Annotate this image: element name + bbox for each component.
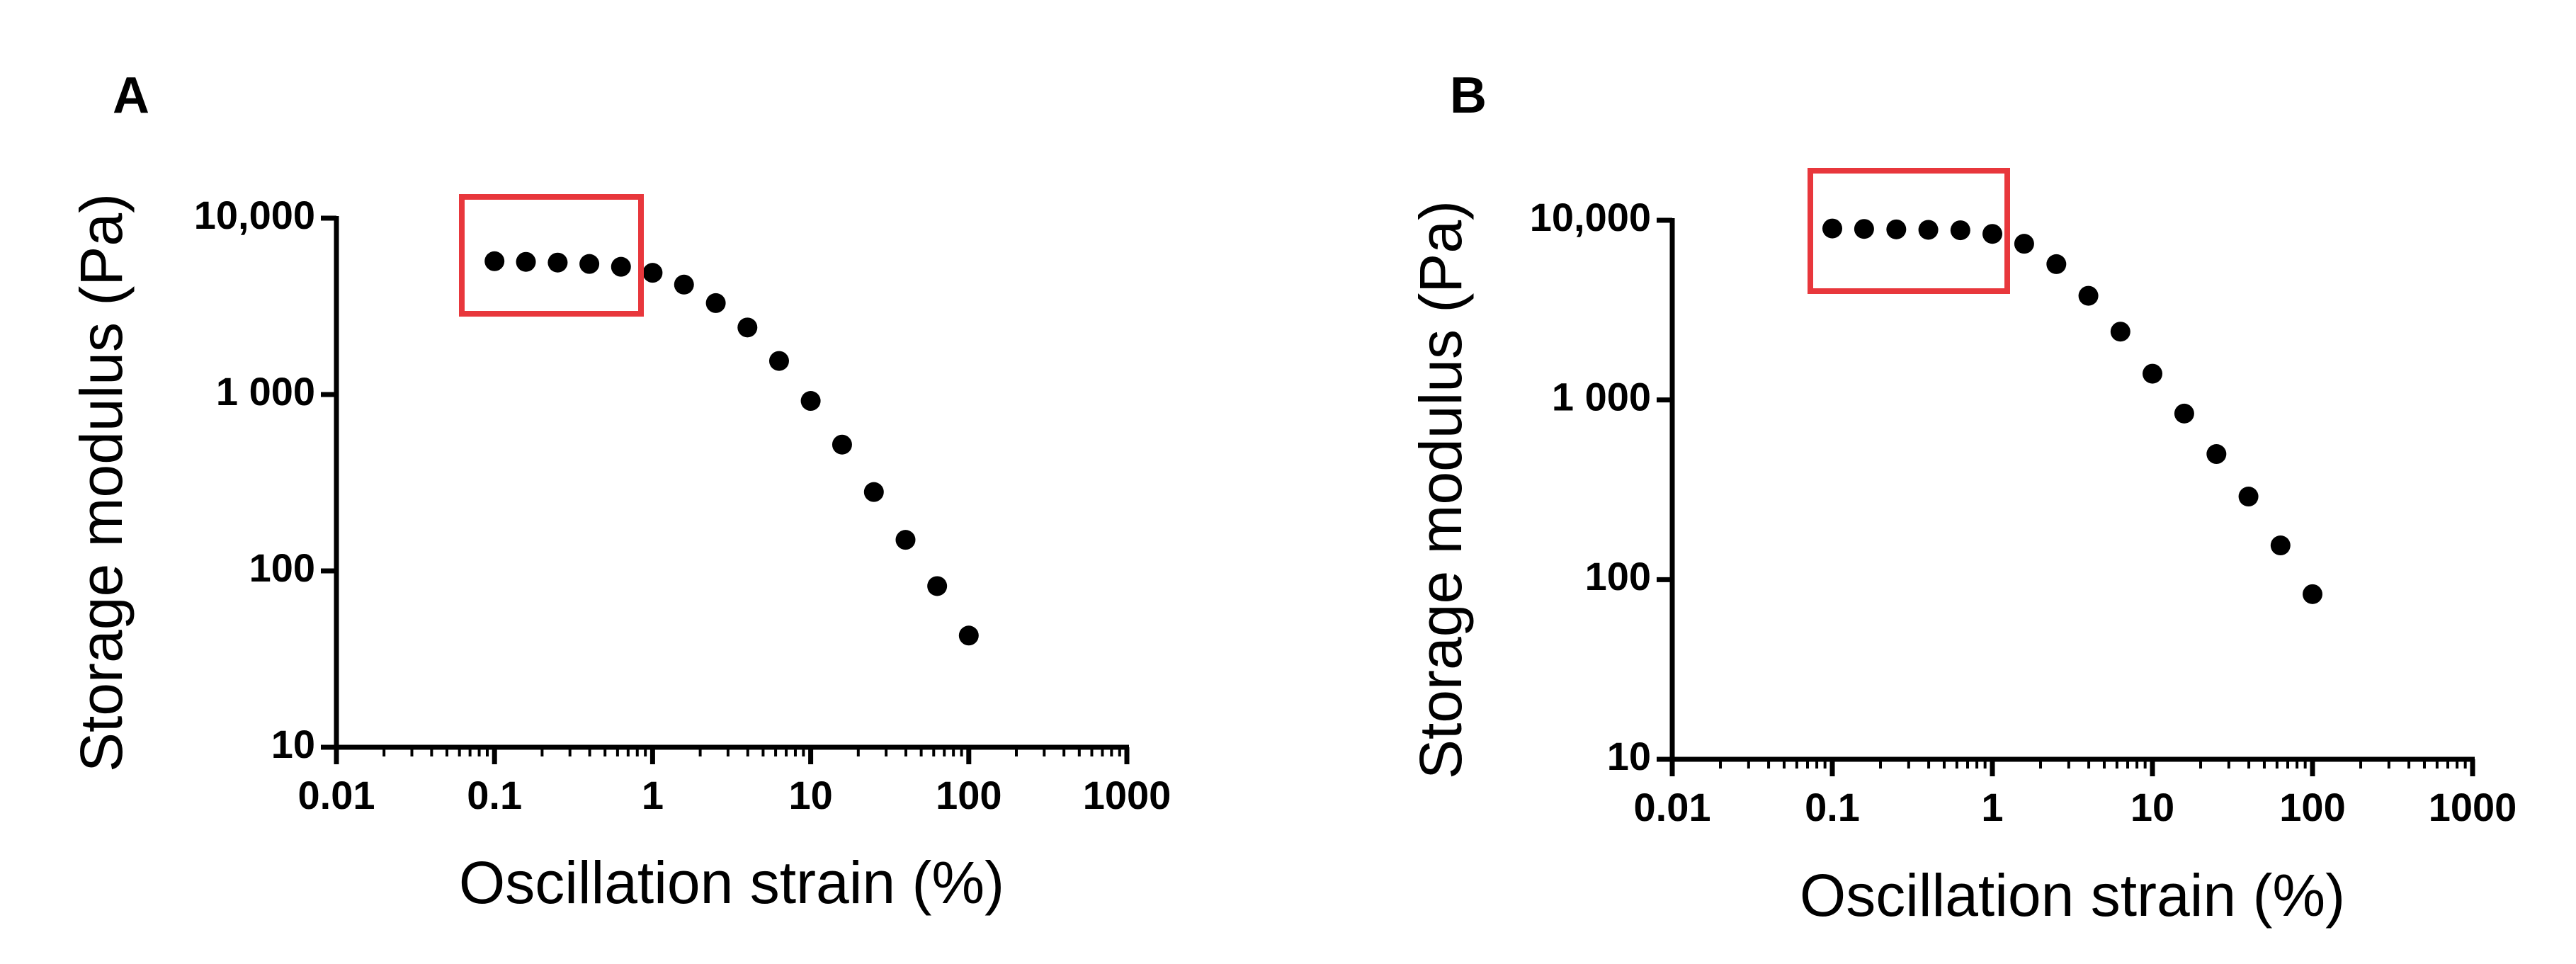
x-axis-label: Oscillation strain (%) [1800,862,2345,929]
data-point [2110,322,2130,342]
data-point [958,625,979,646]
data-point [2143,363,2162,384]
data-point [2238,487,2259,507]
data-point [1950,220,1970,241]
data-point [927,576,948,596]
y-axis-label: Storage modulus (Pa) [1407,200,1474,779]
panel-label: A [113,67,149,124]
data-point [2206,444,2227,465]
data-point [863,482,884,502]
data-point [1886,219,1907,239]
y-tick-label: 10,000 [194,193,315,237]
data-point [1918,220,1939,240]
data-point [674,274,694,295]
data-point [642,263,663,283]
data-point [2078,285,2099,306]
x-tick-label: 1 [642,773,664,817]
y-tick-label: 100 [249,545,315,590]
x-tick-label: 10 [2130,785,2174,829]
data-point [547,252,568,273]
data-point [2014,234,2034,254]
x-tick-label: 0.01 [1634,785,1711,829]
x-tick-label: 100 [2279,785,2345,829]
data-point [484,251,505,271]
highlight-box [1808,168,2010,294]
x-tick-label: 0.1 [467,773,522,817]
data-point [737,317,758,338]
data-point [2174,403,2194,424]
x-tick-label: 10 [788,773,832,817]
data-point [2270,535,2291,556]
x-tick-label: 100 [936,773,1002,817]
x-tick-label: 1000 [2429,785,2517,829]
highlight-box [459,194,644,317]
y-tick-label: 1 000 [216,369,315,414]
x-tick-label: 0.01 [298,773,375,817]
x-tick-label: 1 [1981,785,2003,829]
data-point [611,256,631,277]
y-tick-label: 1 000 [1552,374,1651,419]
panel-label: B [1450,67,1487,124]
data-point [895,530,916,550]
data-point [2303,584,2322,604]
data-point [2046,254,2067,274]
data-point [1854,219,1874,239]
data-point [1822,218,1842,239]
data-point [516,251,536,272]
x-tick-label: 1000 [1083,773,1171,817]
data-point [579,254,600,274]
data-point [705,293,726,313]
y-tick-label: 10,000 [1530,195,1651,239]
x-axis-label: Oscillation strain (%) [459,849,1004,916]
x-tick-label: 0.1 [1805,785,1860,829]
y-tick-label: 100 [1585,554,1651,599]
data-point [1982,224,2002,244]
y-axis-label: Storage modulus (Pa) [68,193,135,772]
y-tick-label: 10 [271,722,315,766]
data-point [768,351,789,371]
y-tick-label: 10 [1607,734,1651,778]
data-point [832,434,852,455]
data-point [800,391,821,412]
